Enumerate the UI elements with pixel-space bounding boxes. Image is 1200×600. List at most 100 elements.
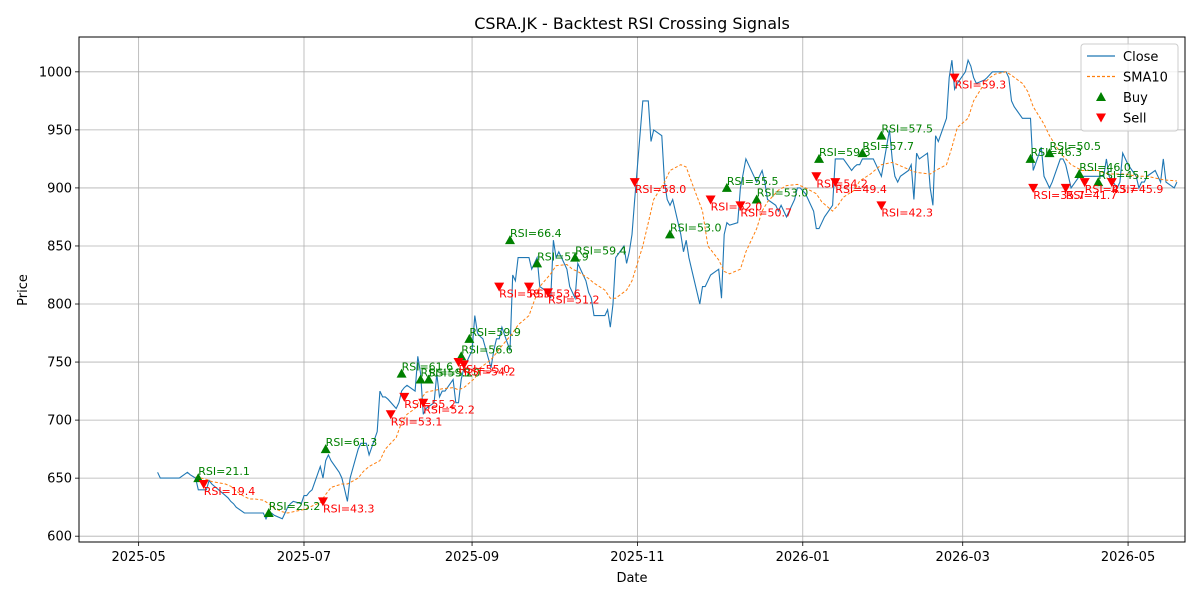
sell-marker (494, 282, 505, 292)
x-tick-label: 2025-05 (111, 550, 165, 565)
buy-marker (1025, 153, 1036, 163)
buy-annotation: RSI=57.7 (862, 140, 914, 153)
buy-annotation: RSI=50.5 (1049, 140, 1101, 153)
buy-marker (814, 153, 825, 163)
buy-annotation: RSI=59.1 (421, 366, 473, 379)
sell-marker (418, 398, 429, 408)
sell-annotation: RSI=54.2 (464, 365, 516, 378)
legend-entry-label: Sell (1123, 112, 1146, 127)
sell-marker (458, 360, 469, 370)
buy-marker (396, 368, 407, 378)
buy-marker (320, 444, 331, 454)
buy-marker (464, 333, 475, 343)
buy-marker (456, 351, 467, 361)
legend-entry-label: Buy (1123, 91, 1148, 106)
sell-marker (705, 195, 716, 205)
y-tick-label: 800 (47, 298, 72, 313)
sell-annotation: RSI=53.1 (391, 415, 443, 428)
sell-marker (542, 288, 553, 298)
gridlines (79, 37, 1185, 542)
sell-marker (399, 392, 410, 402)
sell-marker (317, 497, 328, 507)
legend: Close SMA10 Buy Sell (1080, 43, 1179, 132)
buy-annotation: RSI=25.2 (269, 500, 321, 513)
sell-marker (830, 178, 841, 188)
sell-marker (1106, 178, 1117, 188)
sell-annotation: RSI=43.3 (323, 502, 375, 515)
buy-annotation: RSI=53.0 (670, 221, 722, 234)
sell-annotation: RSI=52.0 (711, 201, 763, 214)
buy-annotation: RSI=59.4 (575, 245, 627, 258)
sell-annotation: RSI=42.3 (881, 206, 933, 219)
buy-annotation: RSI=56.6 (461, 343, 513, 356)
legend-box (1080, 43, 1179, 132)
sell-annotation: RSI=43.7 (1085, 183, 1137, 196)
legend-entry-label: SMA10 (1123, 71, 1168, 86)
buy-annotation: RSI=61.6 (402, 361, 454, 374)
sell-annotation: RSI=50.7 (740, 206, 792, 219)
buy-marker (664, 229, 675, 239)
sell-annotation: RSI=55.0 (459, 363, 511, 376)
buy-marker (721, 182, 732, 192)
sell-marker (629, 178, 640, 188)
buy-annotation: RSI=57.5 (881, 123, 933, 136)
x-tick-label: 2026-05 (1101, 550, 1155, 565)
buy-marker (876, 130, 887, 140)
legend-entry-label: Close (1123, 50, 1158, 65)
buy-annotation: RSI=59.3 (819, 146, 871, 159)
y-axis-label: Price (16, 274, 31, 306)
axes-frame (78, 36, 1186, 543)
sell-annotation: RSI=59.3 (955, 79, 1007, 92)
sell-annotation: RSI=49.4 (835, 183, 887, 196)
buy-annotation: RSI=66.4 (510, 227, 562, 240)
sell-marker (949, 73, 960, 83)
sell-annotation: RSI=19.4 (204, 485, 256, 498)
x-axis: 2025-05 2025-07 2025-09 2025-11 2026-01 2026-… (111, 542, 1155, 565)
chart-title: CSRA.JK - Backtest RSI Crossing Signals (474, 14, 790, 33)
x-tick-label: 2026-01 (776, 550, 830, 565)
sell-marker (876, 201, 887, 211)
legend-swatch-marker (1096, 92, 1106, 101)
buy-marker (570, 252, 581, 262)
buy-marker (505, 235, 516, 245)
y-tick-label: 1000 (39, 65, 72, 80)
legend-swatch-marker (1096, 113, 1106, 123)
buy-marker (1044, 148, 1055, 158)
y-tick-label: 700 (47, 414, 72, 429)
x-tick-label: 2026-03 (936, 550, 990, 565)
y-tick-label: 900 (47, 181, 72, 196)
buy-marker (1093, 177, 1104, 187)
x-axis-label: Date (616, 571, 647, 586)
plot-area: RSI=21.1 RSI=25.2 RSI=61.3 RSI=61.6RSI=59.1… (157, 58, 1178, 521)
sell-marker (385, 410, 396, 420)
close-price-line (157, 58, 1178, 521)
sell-marker (1079, 178, 1090, 188)
buy-marker (193, 473, 204, 483)
sell-annotation: RSI=55.2 (404, 398, 456, 411)
sell-annotation: RSI=58.5 (499, 288, 551, 301)
buy-marker (532, 258, 543, 268)
buy-annotation: RSI=61.3 (326, 436, 378, 449)
buy-marker (857, 148, 868, 158)
buy-annotation: RSI=45.1 (1098, 169, 1150, 182)
buy-annotation: RSI=46.0 (1079, 161, 1131, 174)
buy-annotation: RSI=46.3 (1030, 146, 1082, 159)
sell-annotation: RSI=51.2 (548, 293, 600, 306)
sell-marker (1060, 183, 1071, 193)
sell-marker (1028, 183, 1039, 193)
buy-marker (415, 374, 426, 384)
x-tick-label: 2025-07 (277, 550, 331, 565)
sell-annotation: RSI=53.6 (529, 288, 581, 301)
buy-annotation: RSI=53.0 (757, 187, 809, 200)
sell-annotation: RSI=45.9 (1112, 183, 1164, 196)
sell-marker (811, 172, 822, 182)
buy-marker (423, 374, 434, 384)
sell-marker (453, 358, 464, 368)
sell-annotation: RSI=58.0 (635, 183, 687, 196)
sell-marker (735, 201, 746, 211)
x-tick-label: 2025-11 (610, 550, 664, 565)
sell-annotation: RSI=41.7 (1066, 189, 1118, 202)
buy-annotation: RSI=21.1 (198, 465, 250, 478)
